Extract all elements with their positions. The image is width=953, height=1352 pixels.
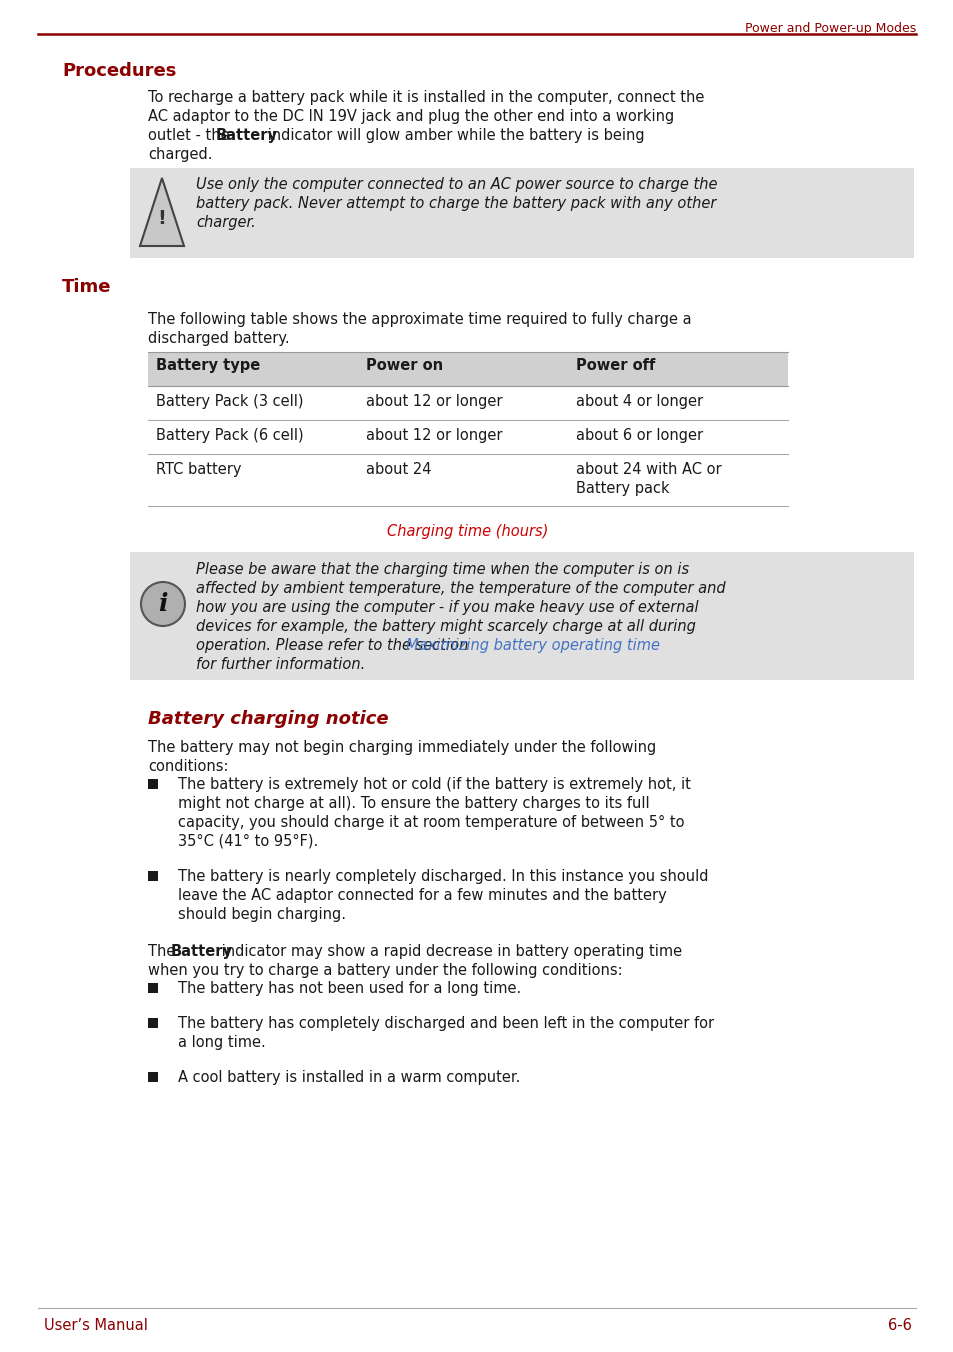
- Text: conditions:: conditions:: [148, 758, 229, 773]
- Text: Power off: Power off: [576, 358, 655, 373]
- Text: affected by ambient temperature, the temperature of the computer and: affected by ambient temperature, the tem…: [195, 581, 725, 596]
- FancyBboxPatch shape: [148, 352, 787, 387]
- Text: indicator may show a rapid decrease in battery operating time: indicator may show a rapid decrease in b…: [216, 944, 681, 959]
- Text: might not charge at all). To ensure the battery charges to its full: might not charge at all). To ensure the …: [178, 796, 649, 811]
- Text: a long time.: a long time.: [178, 1036, 266, 1051]
- Text: Time: Time: [62, 279, 112, 296]
- Text: charger.: charger.: [195, 215, 255, 230]
- Text: Battery: Battery: [215, 128, 277, 143]
- Text: about 12 or longer: about 12 or longer: [366, 393, 502, 410]
- Text: devices for example, the battery might scarcely charge at all during: devices for example, the battery might s…: [195, 619, 695, 634]
- Text: should begin charging.: should begin charging.: [178, 907, 346, 922]
- Text: capacity, you should charge it at room temperature of between 5° to: capacity, you should charge it at room t…: [178, 815, 684, 830]
- Text: about 24: about 24: [366, 462, 431, 477]
- Text: i: i: [158, 592, 168, 617]
- Text: Use only the computer connected to an AC power source to charge the: Use only the computer connected to an AC…: [195, 177, 717, 192]
- Circle shape: [141, 581, 185, 626]
- Text: Please be aware that the charging time when the computer is on is: Please be aware that the charging time w…: [195, 562, 688, 577]
- Text: The battery is extremely hot or cold (if the battery is extremely hot, it: The battery is extremely hot or cold (if…: [178, 777, 690, 792]
- Text: Battery: Battery: [171, 944, 233, 959]
- Text: The: The: [148, 944, 180, 959]
- Text: Battery type: Battery type: [156, 358, 260, 373]
- Text: indicator will glow amber while the battery is being: indicator will glow amber while the batt…: [263, 128, 644, 143]
- Text: when you try to charge a battery under the following conditions:: when you try to charge a battery under t…: [148, 963, 622, 977]
- Bar: [148, 983, 158, 992]
- Text: Battery charging notice: Battery charging notice: [148, 710, 388, 727]
- Text: Battery Pack (3 cell): Battery Pack (3 cell): [156, 393, 303, 410]
- Text: !: !: [157, 208, 166, 227]
- Text: about 12 or longer: about 12 or longer: [366, 429, 502, 443]
- Bar: [148, 871, 158, 882]
- Text: Maximizing battery operating time: Maximizing battery operating time: [405, 638, 659, 653]
- Text: Charging time (hours): Charging time (hours): [387, 525, 548, 539]
- Bar: [148, 1072, 158, 1082]
- Text: The battery has not been used for a long time.: The battery has not been used for a long…: [178, 982, 520, 996]
- Text: about 4 or longer: about 4 or longer: [576, 393, 702, 410]
- Text: User’s Manual: User’s Manual: [44, 1318, 148, 1333]
- Text: outlet - the: outlet - the: [148, 128, 234, 143]
- Text: The battery may not begin charging immediately under the following: The battery may not begin charging immed…: [148, 740, 656, 754]
- Text: Procedures: Procedures: [62, 62, 176, 80]
- Text: Battery pack: Battery pack: [576, 481, 669, 496]
- Text: The battery has completely discharged and been left in the computer for: The battery has completely discharged an…: [178, 1015, 714, 1032]
- Text: operation. Please refer to the section: operation. Please refer to the section: [195, 638, 473, 653]
- Text: leave the AC adaptor connected for a few minutes and the battery: leave the AC adaptor connected for a few…: [178, 888, 666, 903]
- FancyBboxPatch shape: [130, 552, 913, 680]
- Text: 35°C (41° to 95°F).: 35°C (41° to 95°F).: [178, 834, 318, 849]
- Text: for further information.: for further information.: [195, 657, 365, 672]
- Text: To recharge a battery pack while it is installed in the computer, connect the: To recharge a battery pack while it is i…: [148, 91, 703, 105]
- Text: about 6 or longer: about 6 or longer: [576, 429, 702, 443]
- Text: The following table shows the approximate time required to fully charge a: The following table shows the approximat…: [148, 312, 691, 327]
- Text: battery pack. Never attempt to charge the battery pack with any other: battery pack. Never attempt to charge th…: [195, 196, 716, 211]
- Text: The battery is nearly completely discharged. In this instance you should: The battery is nearly completely dischar…: [178, 869, 708, 884]
- Text: AC adaptor to the DC IN 19V jack and plug the other end into a working: AC adaptor to the DC IN 19V jack and plu…: [148, 110, 674, 124]
- Text: discharged battery.: discharged battery.: [148, 331, 290, 346]
- Polygon shape: [140, 178, 184, 246]
- Text: Power and Power-up Modes: Power and Power-up Modes: [744, 22, 915, 35]
- Text: 6-6: 6-6: [887, 1318, 911, 1333]
- Text: RTC battery: RTC battery: [156, 462, 241, 477]
- Bar: [148, 1018, 158, 1028]
- Text: how you are using the computer - if you make heavy use of external: how you are using the computer - if you …: [195, 600, 698, 615]
- Text: A cool battery is installed in a warm computer.: A cool battery is installed in a warm co…: [178, 1069, 519, 1086]
- FancyBboxPatch shape: [130, 168, 913, 258]
- Text: charged.: charged.: [148, 147, 213, 162]
- Bar: [148, 779, 158, 790]
- Text: about 24 with AC or: about 24 with AC or: [576, 462, 720, 477]
- Text: Power on: Power on: [366, 358, 442, 373]
- Text: Battery Pack (6 cell): Battery Pack (6 cell): [156, 429, 303, 443]
